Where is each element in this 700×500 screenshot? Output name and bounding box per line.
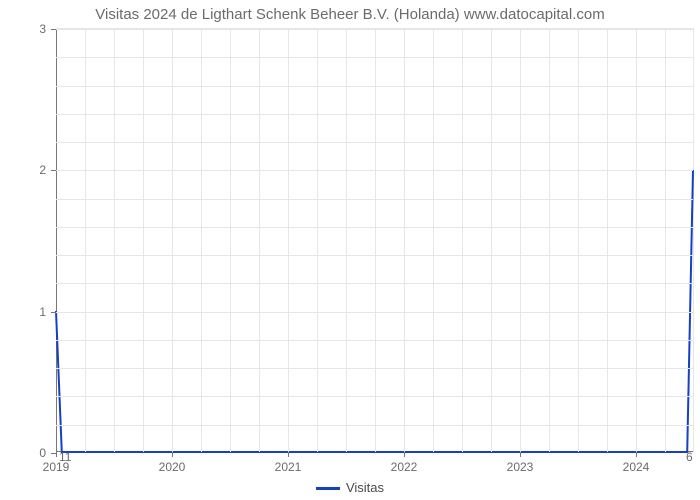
gridline-vertical-minor [375,29,376,452]
y-tick-label: 3 [39,22,46,36]
gridline-vertical-minor [317,29,318,452]
chart-container: Visitas 2024 de Ligthart Schenk Beheer B… [0,0,700,500]
y-tick [51,453,56,454]
y-tick [51,312,56,313]
gridline-vertical [172,29,173,452]
gridline-vertical-minor [230,29,231,452]
y-tick [51,170,56,171]
gridline-vertical-minor [346,29,347,452]
gridline-vertical-minor [665,29,666,452]
gridline-horizontal-minor [56,199,693,200]
legend: Visitas [0,480,700,495]
gridline-horizontal-minor [56,114,693,115]
x-tick-label: 2022 [391,460,418,474]
gridline-horizontal-minor [56,227,693,228]
x-tick-label: 2021 [275,460,302,474]
y-tick-label: 1 [39,305,46,319]
edge-label-right: 6 [686,450,693,464]
x-tick-label: 2024 [623,460,650,474]
y-tick [51,29,56,30]
legend-swatch [316,487,340,490]
gridline-horizontal-minor [56,425,693,426]
gridline-vertical [636,29,637,452]
x-tick [288,452,289,457]
gridline-horizontal-minor [56,255,693,256]
gridline-horizontal [56,312,693,313]
gridline-vertical-minor [143,29,144,452]
edge-label-left: 11 [59,450,71,464]
gridline-vertical-minor [201,29,202,452]
gridline-horizontal-minor [56,86,693,87]
x-tick-label: 2023 [507,460,534,474]
gridline-vertical-minor [259,29,260,452]
gridline-vertical [404,29,405,452]
gridline-vertical-minor [607,29,608,452]
y-tick-label: 0 [39,446,46,460]
x-tick-label: 2020 [159,460,186,474]
x-tick [172,452,173,457]
legend-label: Visitas [346,480,384,495]
gridline-vertical-minor [549,29,550,452]
y-tick-label: 2 [39,163,46,177]
gridline-horizontal-minor [56,142,693,143]
gridline-vertical-minor [491,29,492,452]
gridline-horizontal-minor [56,396,693,397]
x-tick [56,452,57,457]
x-tick [404,452,405,457]
gridline-horizontal-minor [56,57,693,58]
gridline-vertical-minor [433,29,434,452]
gridline-horizontal [56,170,693,171]
gridline-vertical [520,29,521,452]
gridline-vertical-minor [85,29,86,452]
x-tick [636,452,637,457]
gridline-vertical-minor [462,29,463,452]
gridline-horizontal-minor [56,368,693,369]
chart-title: Visitas 2024 de Ligthart Schenk Beheer B… [0,6,700,23]
gridline-horizontal-minor [56,283,693,284]
gridline-horizontal [56,29,693,30]
gridline-vertical-minor [578,29,579,452]
gridline-vertical-minor [114,29,115,452]
plot-area: 2019202020212022202320240123 [56,28,694,452]
gridline-horizontal-minor [56,340,693,341]
x-tick [520,452,521,457]
gridline-vertical [288,29,289,452]
